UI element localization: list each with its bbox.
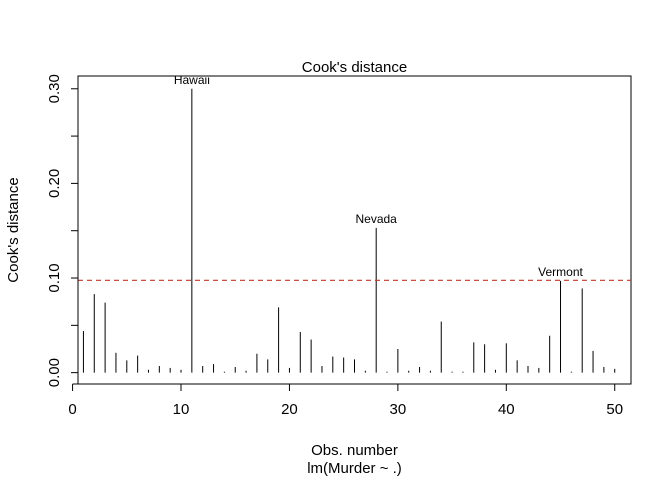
x-tick-label-0: 0 (68, 401, 76, 418)
annotations-group: Hawaii Nevada Vermont (174, 73, 584, 279)
x-axis-label: Obs. number (311, 442, 398, 459)
bars-group (82, 88, 616, 373)
y-tick-label-0.2: 0.20 (46, 169, 63, 198)
x-tick-label-40: 40 (498, 401, 515, 418)
x-tick-label-50: 50 (606, 401, 623, 418)
x-tick-label-20: 20 (281, 401, 298, 418)
x-axis-sublabel: lm(Murder ~ .) (307, 460, 402, 477)
y-tick-label-0.1: 0.10 (46, 263, 63, 292)
y-tick-label-0: 0.00 (46, 358, 63, 387)
y-axis-label: Cook's distance (5, 177, 22, 282)
y-axis: 0.00 0.10 0.20 0.30 (46, 74, 79, 387)
plot-frame (77, 75, 632, 385)
x-tick-label-30: 30 (390, 401, 407, 418)
chart-title: Cook's distance (302, 59, 407, 76)
annotation-vermont: Vermont (538, 265, 583, 279)
x-axis: 0 10 20 30 40 50 (68, 383, 623, 418)
annotation-nevada: Nevada (355, 212, 397, 226)
x-tick-label-10: 10 (173, 401, 190, 418)
y-tick-label-0.3: 0.30 (46, 74, 63, 103)
annotation-hawaii: Hawaii (174, 73, 210, 87)
